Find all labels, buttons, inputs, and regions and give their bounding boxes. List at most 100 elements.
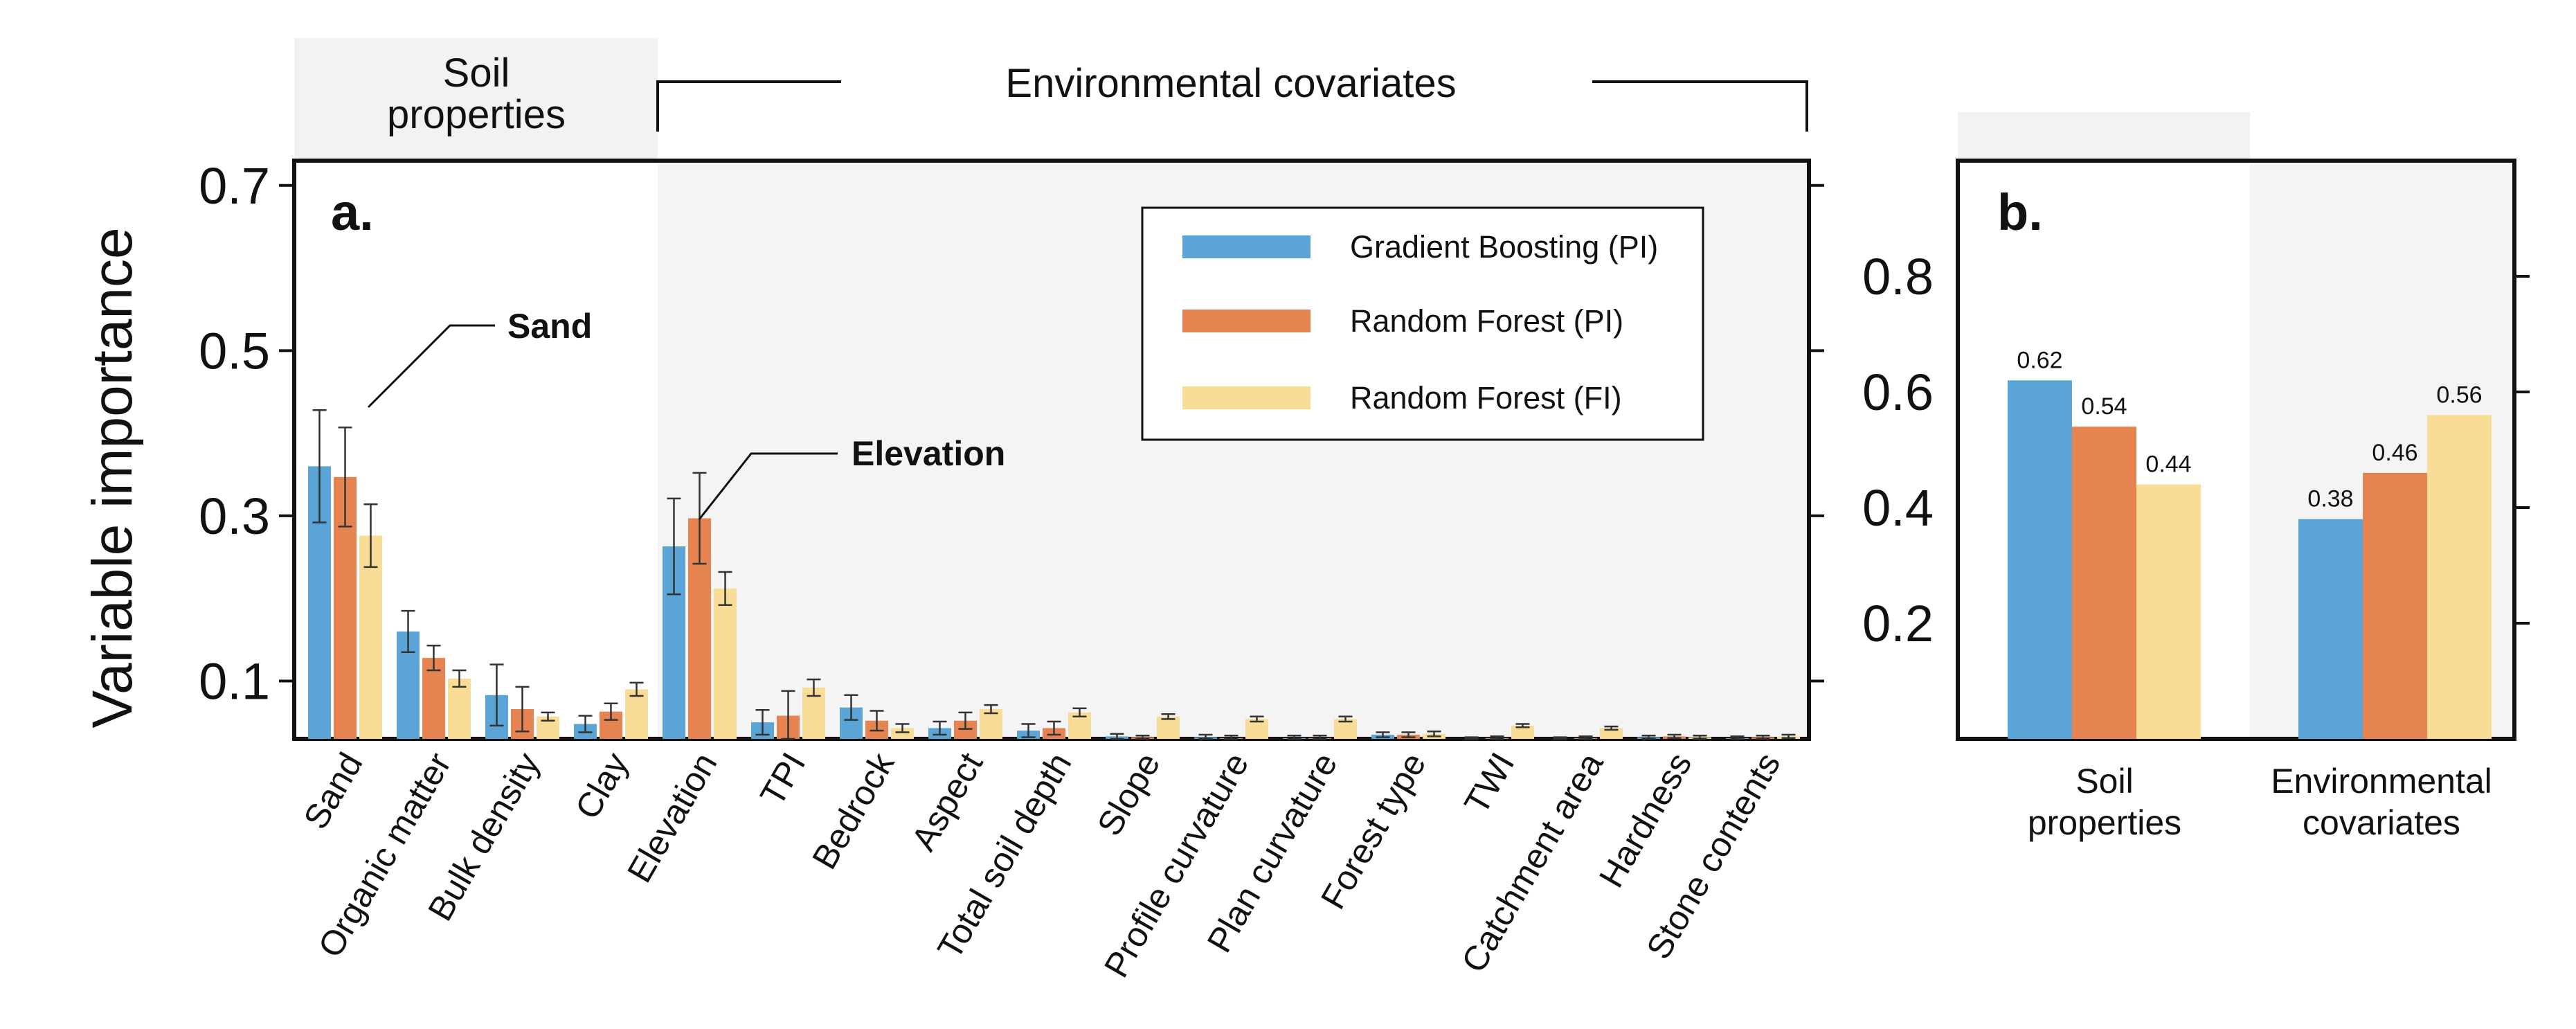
x-label-a-slope: Slope <box>1090 746 1167 843</box>
legend-label-rf-pi: Random Forest (PI) <box>1350 303 1623 339</box>
plot-frame-b <box>1956 159 2516 741</box>
value-label-b-soil-properties-random-forest-pi: 0.54 <box>2081 393 2127 420</box>
error-bar-a-organic-matter-random-forest-fi <box>452 669 467 688</box>
error-bar-a-sand-random-forest-fi <box>363 503 378 569</box>
x-label-a-tpi: TPI <box>753 746 813 812</box>
value-label-b-environmental-covariates-gradient-boosting-pi: 0.38 <box>2307 486 2353 512</box>
x-label-a-bedrock: Bedrock <box>804 746 902 876</box>
error-bar-a-profile-curvature-gradient-boosting-pi <box>1198 733 1213 740</box>
error-bar-a-aspect-random-forest-fi <box>984 704 998 715</box>
error-bar-a-hardness-gradient-boosting-pi <box>1641 734 1656 740</box>
y-axis-a: 0.1 0.3 0.5 0.7 <box>199 157 1824 710</box>
value-label-b-environmental-covariates-random-forest-pi: 0.46 <box>2372 440 2417 466</box>
error-bar-a-twi-random-forest-fi <box>1515 723 1530 728</box>
error-bar-a-clay-gradient-boosting-pi <box>578 715 593 733</box>
error-bar-a-forest-type-random-forest-fi <box>1427 731 1441 737</box>
error-bar-a-tpi-random-forest-fi <box>807 678 821 697</box>
sand-callout-line <box>367 324 495 409</box>
bar-a-catchment-area-random-forest-fi <box>1600 728 1623 739</box>
y-tick-label-a-1: 0.3 <box>199 487 270 545</box>
error-bar-a-stone-contents-random-forest-pi <box>1756 734 1770 740</box>
soil-header-line-1: Soil <box>443 51 510 96</box>
legend-label-rf-fi: Random Forest (FI) <box>1350 380 1622 415</box>
elevation-callout-label: Elevation <box>852 434 1005 473</box>
x-label-a-elevation: Elevation <box>620 746 724 889</box>
legend-swatch-gb-pi <box>1182 235 1310 258</box>
x-label-a-aspect: Aspect <box>904 746 991 857</box>
bar-a-clay-random-forest-fi <box>625 689 648 739</box>
error-bar-a-forest-type-gradient-boosting-pi <box>1376 731 1390 738</box>
bar-b-soil-properties-random-forest-pi <box>2072 427 2136 739</box>
y-tick-label-b-2: 0.6 <box>1862 364 1934 421</box>
bar-b-environmental-covariates-random-forest-pi <box>2363 472 2427 739</box>
sand-callout-label: Sand <box>507 307 592 346</box>
panel-label-b: b. <box>1997 184 2043 241</box>
soil-header-band <box>294 38 658 159</box>
x-label-b-soil-line-2: properties <box>2028 803 2181 842</box>
soil-header-label: Soil properties <box>387 51 566 137</box>
error-bar-a-total-soil-depth-gradient-boosting-pi <box>1021 723 1036 738</box>
legend-swatch-rf-fi <box>1182 386 1310 409</box>
y-tick-label-a-0: 0.1 <box>199 653 270 710</box>
error-bar-a-elevation-gradient-boosting-pi <box>667 497 681 596</box>
env-header-label: Environmental covariates <box>1005 61 1456 106</box>
error-bar-a-plan-curvature-random-forest-fi <box>1338 715 1353 723</box>
bar-a-bedrock-random-forest-fi <box>891 728 914 739</box>
error-bar-a-sand-gradient-boosting-pi <box>312 409 327 524</box>
error-bar-a-bulk-density-random-forest-pi <box>515 686 530 733</box>
y-tick-label-b-0: 0.2 <box>1862 595 1934 652</box>
elevation-callout-line <box>698 452 838 520</box>
legend: Gradient Boosting (PI) Random Forest (PI… <box>1141 206 1704 441</box>
error-bar-a-catchment-area-random-forest-pi <box>1578 735 1593 740</box>
soil-header-line-2: properties <box>387 92 566 137</box>
error-bar-a-plan-curvature-gradient-boosting-pi <box>1287 734 1301 740</box>
y-tick-label-a-3: 0.7 <box>199 157 270 215</box>
error-bar-a-catchment-area-gradient-boosting-pi <box>1553 736 1567 740</box>
value-label-b-environmental-covariates-random-forest-fi: 0.56 <box>2436 382 2482 408</box>
y-tick-label-b-3: 0.8 <box>1862 248 1934 305</box>
y-tick-label-b-1: 0.4 <box>1862 479 1934 537</box>
error-bar-a-bulk-density-random-forest-fi <box>541 711 555 722</box>
x-label-b-env: Environmental covariates <box>2271 762 2492 842</box>
value-label-b-soil-properties-random-forest-fi: 0.44 <box>2145 451 2191 478</box>
bar-a-organic-matter-random-forest-fi <box>448 678 471 739</box>
error-bar-a-clay-random-forest-fi <box>629 681 644 697</box>
x-label-b-env-line-2: covariates <box>2303 803 2460 842</box>
error-bar-a-slope-random-forest-fi <box>1161 713 1176 720</box>
error-bar-a-catchment-area-random-forest-fi <box>1604 725 1619 731</box>
error-bar-a-total-soil-depth-random-forest-pi <box>1047 720 1061 736</box>
error-bar-a-clay-random-forest-pi <box>604 702 618 721</box>
bar-a-elevation-random-forest-fi <box>714 588 737 739</box>
x-label-b-soil-line-1: Soil <box>2075 762 2133 800</box>
error-bar-a-stone-contents-random-forest-fi <box>1781 733 1796 740</box>
legend-swatch-rf-pi <box>1182 310 1310 332</box>
bars-b <box>2008 380 2492 739</box>
error-bar-a-profile-curvature-random-forest-fi <box>1250 715 1264 723</box>
soil-header-band-b <box>1958 112 2250 161</box>
error-bars-a <box>312 409 1796 740</box>
x-label-b-env-line-1: Environmental <box>2271 762 2492 800</box>
y-axis-title: Variable importance <box>81 227 144 728</box>
panel-label-a: a. <box>331 184 374 241</box>
error-bar-a-aspect-gradient-boosting-pi <box>933 720 947 736</box>
error-bar-a-tpi-random-forest-pi <box>781 690 795 740</box>
error-bar-a-profile-curvature-random-forest-pi <box>1224 734 1239 740</box>
error-bar-a-slope-random-forest-pi <box>1135 734 1150 740</box>
error-bar-a-plan-curvature-random-forest-pi <box>1313 734 1327 740</box>
error-bar-a-stone-contents-gradient-boosting-pi <box>1730 735 1745 740</box>
bar-b-soil-properties-gradient-boosting-pi <box>2008 380 2072 739</box>
y-axis-b: 0.2 0.4 0.6 0.8 <box>1862 248 2530 652</box>
error-bar-a-organic-matter-gradient-boosting-pi <box>401 609 415 653</box>
error-bar-a-sand-random-forest-pi <box>338 427 352 528</box>
bar-b-environmental-covariates-random-forest-fi <box>2427 415 2492 739</box>
error-bar-a-forest-type-random-forest-pi <box>1401 731 1416 738</box>
error-bar-a-slope-gradient-boosting-pi <box>1110 733 1124 740</box>
x-label-a-clay: Clay <box>568 746 636 826</box>
error-bar-a-bedrock-random-forest-pi <box>870 710 884 732</box>
x-label-b-soil: Soil properties <box>2028 762 2181 842</box>
error-bar-a-hardness-random-forest-fi <box>1693 734 1707 740</box>
x-label-a-sand: Sand <box>296 746 370 836</box>
error-bar-a-tpi-gradient-boosting-pi <box>755 709 770 736</box>
